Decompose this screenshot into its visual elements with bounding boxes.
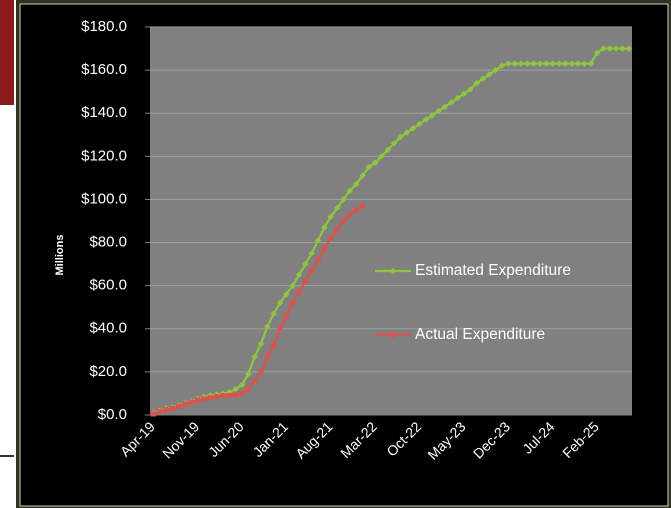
- data-point: [354, 208, 359, 213]
- legend-label: Estimated Expenditure: [415, 262, 571, 279]
- data-point: [347, 212, 352, 217]
- data-point: [189, 399, 194, 404]
- data-point: [277, 326, 282, 331]
- data-point: [258, 369, 263, 374]
- data-point: [176, 404, 181, 409]
- data-point: [151, 411, 156, 416]
- side-rule: [0, 455, 14, 457]
- data-point: [328, 236, 333, 241]
- y-axis-label: Millions: [54, 235, 66, 276]
- data-point: [271, 343, 276, 348]
- page: {"chart_data": { "type": "line", "y_labe…: [0, 0, 671, 508]
- plot-area: [150, 27, 632, 415]
- y-tick-label: $180.0: [81, 18, 127, 35]
- y-tick-label: $100.0: [81, 190, 127, 207]
- y-tick-label: $120.0: [81, 147, 127, 164]
- data-point: [309, 268, 314, 273]
- data-point: [208, 395, 213, 400]
- legend-label: Actual Expenditure: [415, 326, 545, 343]
- data-point: [195, 397, 200, 402]
- y-tick-label: $60.0: [89, 277, 127, 294]
- side-strip: [0, 0, 14, 105]
- data-point: [265, 354, 270, 359]
- y-tick-label: $0.0: [98, 406, 127, 423]
- data-point: [227, 393, 232, 398]
- data-point: [303, 279, 308, 284]
- data-point: [315, 257, 320, 262]
- data-point: [341, 218, 346, 223]
- data-point: [246, 387, 251, 392]
- y-tick-label: $40.0: [89, 320, 127, 337]
- data-point: [296, 290, 301, 295]
- data-point: [252, 378, 257, 383]
- data-point: [334, 227, 339, 232]
- y-tick-label: $160.0: [81, 61, 127, 78]
- chart: Millions $0.0 $20.0 $40.0 $60.0 $80.0 $100.0 $…: [0, 0, 671, 508]
- data-point: [214, 394, 219, 399]
- data-point: [233, 392, 238, 397]
- data-point: [182, 402, 187, 407]
- data-point: [322, 246, 327, 251]
- y-tick-label: $140.0: [81, 104, 127, 121]
- data-point: [239, 391, 244, 396]
- data-point: [201, 396, 206, 401]
- y-tick-label: $20.0: [89, 363, 127, 380]
- data-point: [163, 407, 168, 412]
- data-point: [157, 409, 162, 414]
- data-point: [290, 300, 295, 305]
- data-point: [170, 406, 175, 411]
- y-tick-label: $80.0: [89, 234, 127, 251]
- data-point: [220, 393, 225, 398]
- data-point: [284, 313, 289, 318]
- data-point: [360, 203, 365, 208]
